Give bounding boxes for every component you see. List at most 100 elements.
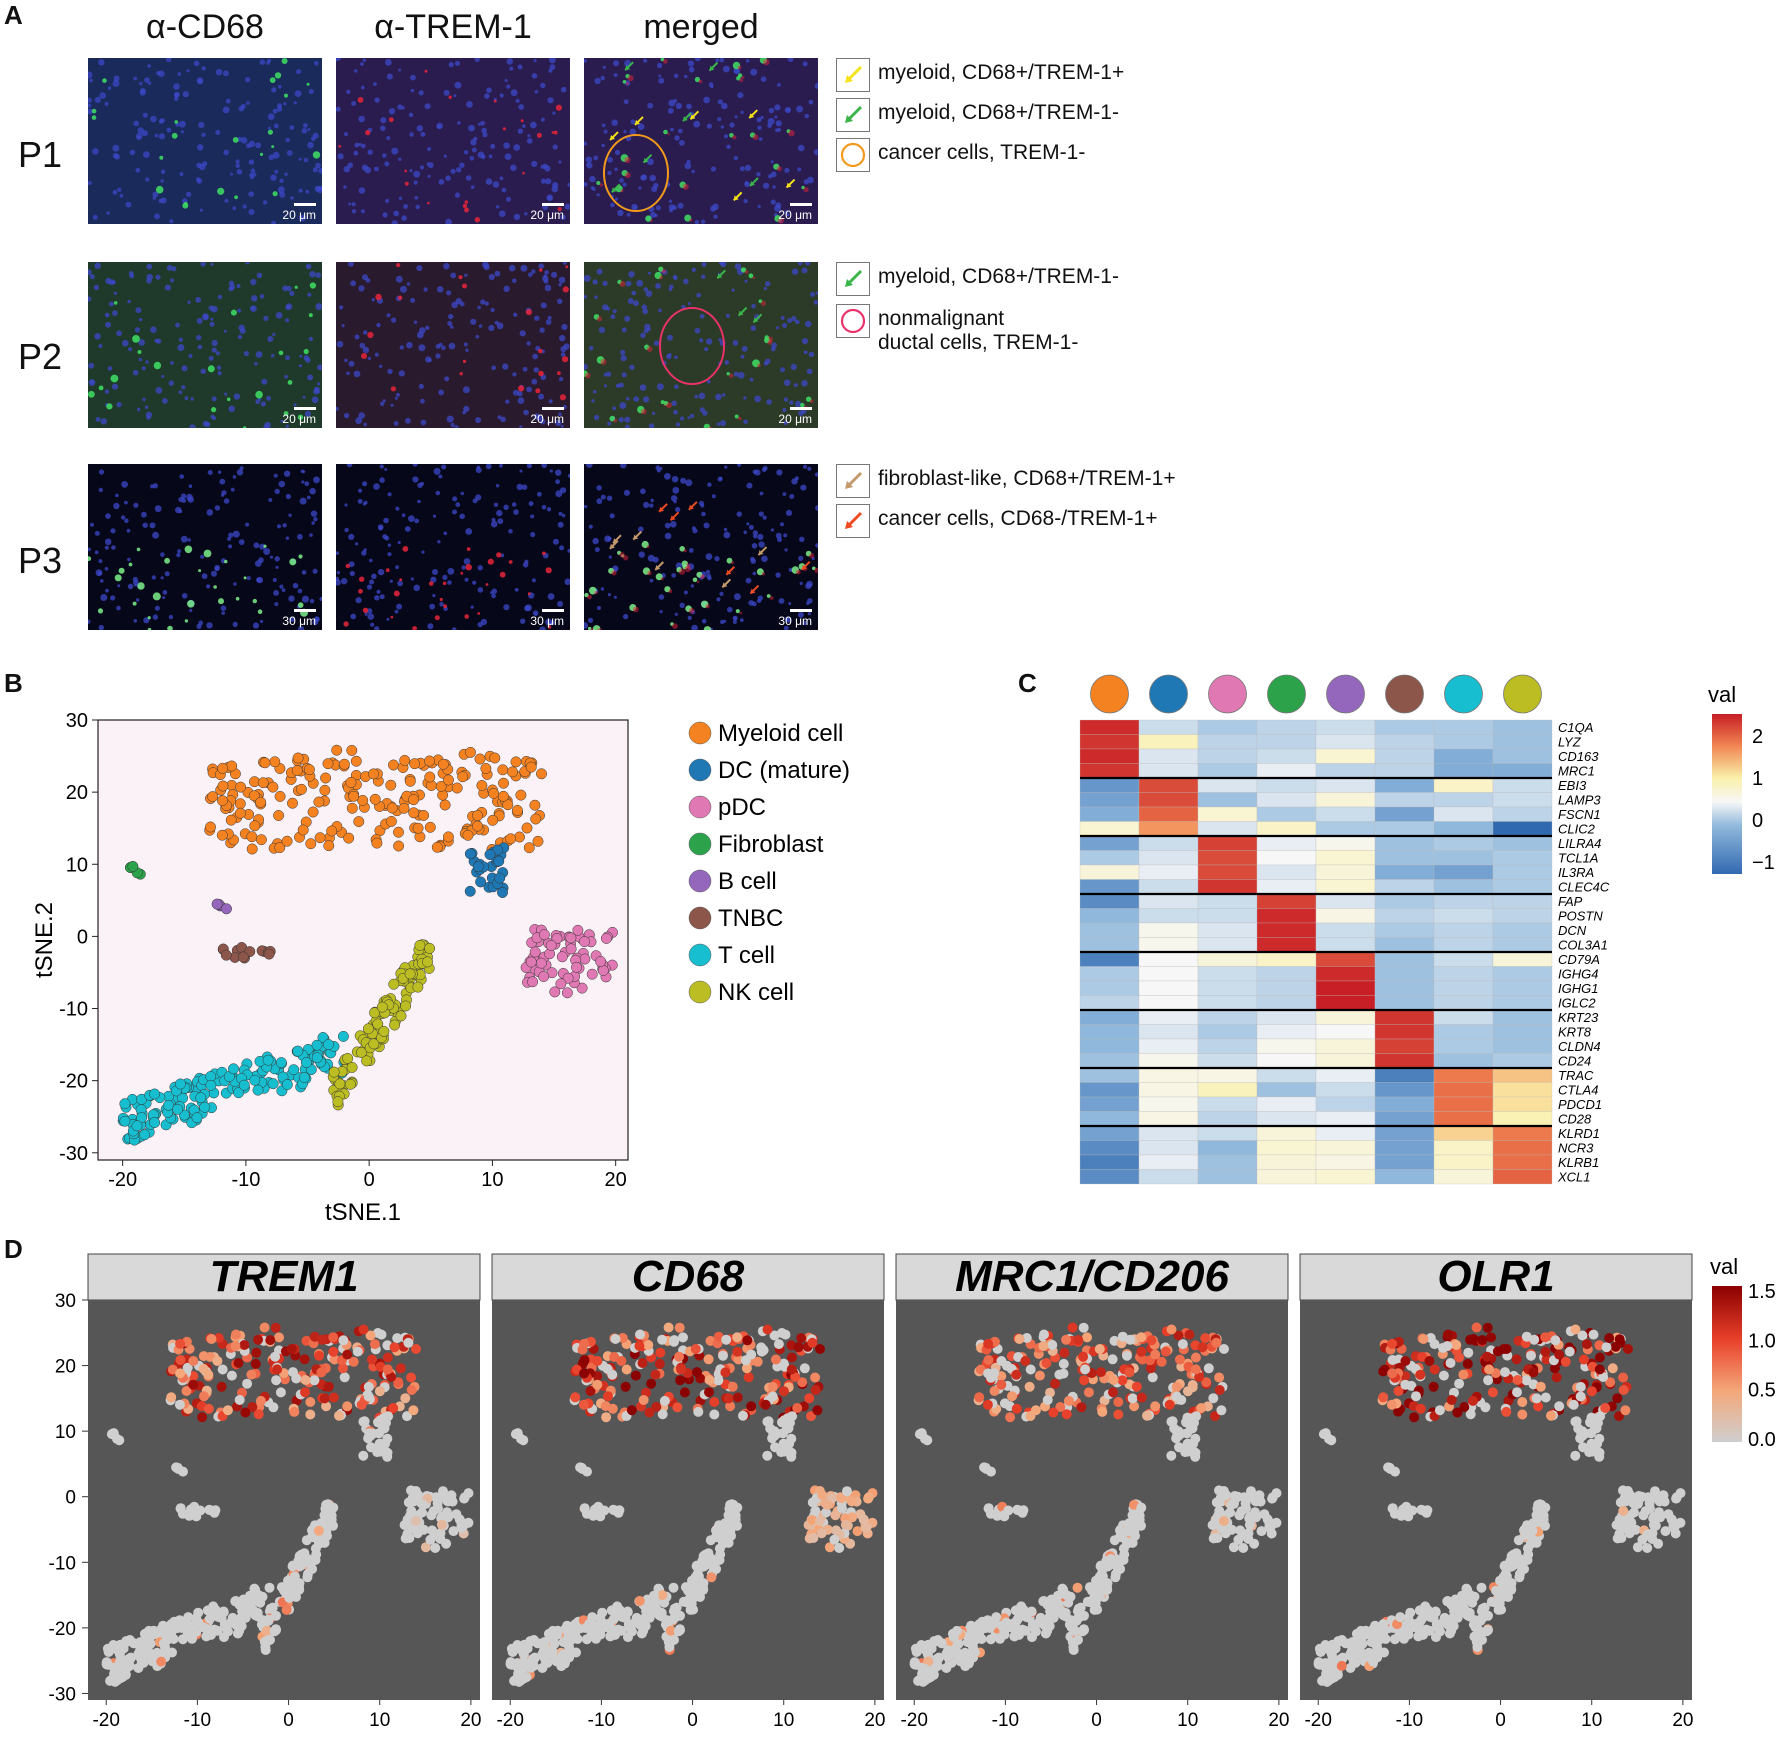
cell-point-myeloid-cell [497, 764, 509, 776]
expression-point [720, 1367, 731, 1378]
expression-point [1512, 1387, 1522, 1398]
legend-label: fibroblast-like, CD68+/TREM-1+ [878, 467, 1176, 490]
expression-point [1467, 1395, 1478, 1406]
expression-point [910, 1643, 921, 1654]
heatmap-cell [1197, 835, 1258, 851]
expression-point [1618, 1372, 1629, 1383]
expression-point [996, 1356, 1007, 1366]
expression-point [673, 1626, 684, 1637]
expression-point [1517, 1409, 1528, 1420]
expression-point [1519, 1564, 1530, 1574]
cell-point-pdc [579, 936, 590, 948]
heatmap-cell [1433, 763, 1494, 779]
cell-point-myeloid-cell [249, 820, 261, 832]
cell-point-nk-cell [334, 1078, 346, 1090]
cell-point-myeloid-cell [248, 790, 260, 802]
heatmap-cell [1315, 835, 1376, 851]
expression-point [1145, 1363, 1156, 1374]
expression-point [989, 1386, 1000, 1396]
expression-point [807, 1337, 818, 1348]
gene-label: FSCN1 [1558, 807, 1601, 822]
scale-bar-label: 30 μm [778, 614, 812, 628]
expression-point [585, 1386, 596, 1396]
expression-point [1238, 1543, 1249, 1553]
cell-point-myeloid-cell [331, 744, 343, 756]
expression-point [706, 1572, 717, 1583]
expression-point [1108, 1375, 1119, 1385]
heatmap-cell [1315, 1140, 1376, 1156]
expression-point [579, 1368, 590, 1379]
cell-point-myeloid-cell [532, 835, 544, 847]
expression-point [810, 1385, 821, 1395]
expression-point [814, 1516, 825, 1526]
cell-point-myeloid-cell [225, 814, 237, 826]
cell-point-nk-cell [422, 956, 433, 968]
y-tick-label: 0 [77, 926, 88, 948]
cell-point-t-cell [199, 1101, 211, 1113]
heatmap-cell [1492, 792, 1553, 808]
expression-point [438, 1486, 448, 1497]
expression-point [188, 1356, 199, 1366]
expression-point [206, 1334, 217, 1344]
heatmap-cell [1197, 850, 1258, 866]
heatmap-cell [1138, 922, 1199, 938]
heatmap-cell [1197, 922, 1258, 938]
heatmap-cell [1197, 995, 1258, 1011]
expression-point [1549, 1363, 1560, 1374]
expression-point [664, 1642, 675, 1652]
expression-point [1113, 1409, 1124, 1420]
expression-point [697, 1556, 708, 1566]
expression-point [1150, 1349, 1161, 1360]
legend-label: Myeloid cell [718, 720, 843, 747]
expression-point [1554, 1349, 1565, 1360]
expression-point [217, 1364, 228, 1375]
expression-point [506, 1643, 517, 1654]
gene-label: NCR3 [1558, 1141, 1594, 1156]
expression-point [1600, 1403, 1611, 1413]
gene-label: IL3RA [1558, 865, 1594, 880]
heatmap-cell [1138, 1169, 1199, 1185]
cell-point-myeloid-cell [487, 814, 499, 826]
cell-point-nk-cell [328, 1066, 340, 1078]
facet-panel: MRC1/CD206 -20 -10 0 10 20 [895, 1252, 1289, 1731]
expression-point [365, 1330, 376, 1341]
expression-point [635, 1329, 645, 1340]
cell-point-myeloid-cell [474, 753, 486, 765]
heatmap-cell [1079, 980, 1140, 996]
expression-point [1264, 1522, 1275, 1533]
expression-point [1079, 1610, 1089, 1621]
expression-point [983, 1355, 994, 1365]
scale-bar: 20 μm [778, 203, 812, 222]
expression-point [389, 1342, 400, 1353]
gene-label: POSTN [1558, 909, 1603, 924]
cell-point-myeloid-cell [323, 840, 335, 852]
cell-point-t-cell [191, 1112, 203, 1124]
heatmap-cell [1315, 922, 1376, 938]
cell-point-pdc [538, 929, 550, 941]
expression-point [1486, 1332, 1496, 1343]
heatmap-cell [1433, 1067, 1494, 1083]
expression-point [1400, 1356, 1411, 1366]
heatmap-cell [1079, 951, 1140, 967]
heatmap-cell [1374, 1082, 1435, 1098]
expression-point [270, 1322, 281, 1333]
expression-point [592, 1356, 603, 1366]
expression-point [817, 1490, 828, 1501]
expression-point [223, 1626, 233, 1637]
cell-point-myeloid-cell [216, 829, 228, 841]
row-header-p2: P2 [18, 336, 63, 377]
heatmap-cell [1138, 806, 1199, 822]
expression-point [299, 1354, 310, 1365]
x-tick-label: 10 [481, 1169, 503, 1191]
expression-point [432, 1493, 443, 1504]
expression-point [1581, 1339, 1592, 1350]
y-tick-label: 0 [65, 1488, 76, 1509]
heatmap-cell [1492, 1038, 1553, 1054]
expression-point [271, 1610, 281, 1621]
heatmap-cell [1138, 893, 1199, 909]
gene-label: FAP [1558, 894, 1583, 909]
y-tick-label: -30 [59, 1143, 88, 1165]
heatmap-cell [1079, 922, 1140, 938]
expression-point [693, 1406, 704, 1417]
heatmap-cell [1374, 879, 1435, 895]
